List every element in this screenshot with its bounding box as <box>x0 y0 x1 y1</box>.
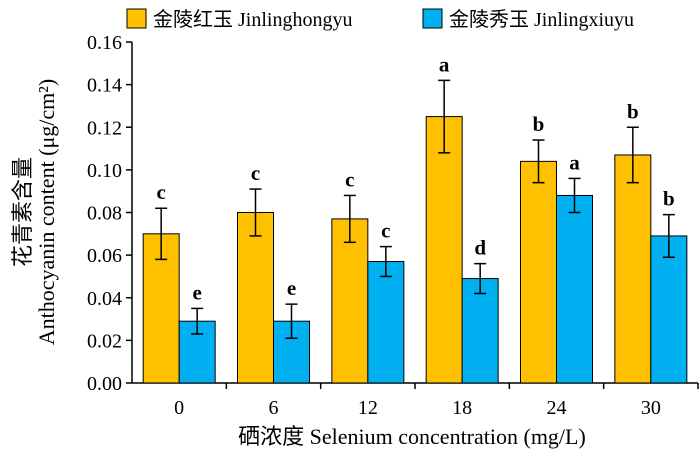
significance-letter: b <box>533 112 545 136</box>
y-tick-label: 0.02 <box>87 330 122 352</box>
significance-letter: e <box>193 280 202 304</box>
bar <box>556 194 593 384</box>
y-tick-label: 0.16 <box>87 32 122 54</box>
legend-swatch-jinlingxiuyu <box>422 8 443 29</box>
significance-letter: a <box>439 52 450 76</box>
plot-area: 0.00 0.02 0.04 0.06 0.08 0.10 0.12 0.14 0.16 0 c e 6… <box>87 32 699 419</box>
x-axis-title: 硒浓度 Selenium concentration (mg/L) <box>238 424 586 449</box>
bar <box>520 160 557 384</box>
y-tick-label: 0.04 <box>87 288 122 310</box>
y-axis-title-cn: 花青素含量 <box>10 157 35 267</box>
bar <box>331 218 369 384</box>
legend-label-jinlingxiuyu: 金陵秀玉 Jinlingxiuyu <box>449 8 634 31</box>
y-tick-label: 0.06 <box>87 245 122 267</box>
significance-letter: c <box>381 219 390 243</box>
x-tick-label: 12 <box>358 397 378 419</box>
significance-letter: b <box>663 187 675 211</box>
bar <box>237 212 274 384</box>
bar <box>367 261 405 384</box>
bar <box>425 116 463 384</box>
x-tick-label: 30 <box>641 397 661 419</box>
significance-letter: b <box>627 99 639 123</box>
x-tick-label: 0 <box>174 397 184 419</box>
legend-label-jinlinghongyu: 金陵红玉 Jinlinghongyu <box>153 8 352 31</box>
legend: 金陵红玉 Jinlinghongyu 金陵秀玉 Jinlingxiuyu <box>126 8 634 31</box>
bar <box>461 278 499 384</box>
bar <box>614 154 652 384</box>
y-tick-label: 0.00 <box>87 373 122 395</box>
significance-letter: d <box>474 236 486 260</box>
y-tick-label: 0.14 <box>87 75 122 97</box>
y-tick-label: 0.12 <box>87 117 122 139</box>
significance-letter: c <box>345 167 354 191</box>
x-tick-label: 6 <box>269 397 279 419</box>
y-tick-label: 0.08 <box>87 203 122 225</box>
x-tick-label: 18 <box>452 397 472 419</box>
y-tick-label: 0.10 <box>87 160 122 182</box>
significance-letter: e <box>287 276 296 300</box>
significance-letter: c <box>157 180 166 204</box>
legend-swatch-jinlinghongyu <box>126 8 147 29</box>
significance-letter: c <box>251 161 260 185</box>
x-tick-label: 24 <box>547 397 567 419</box>
y-axis-title-en: Anthocyanin content (μg/cm²) <box>34 79 59 345</box>
significance-letter: a <box>569 150 580 174</box>
